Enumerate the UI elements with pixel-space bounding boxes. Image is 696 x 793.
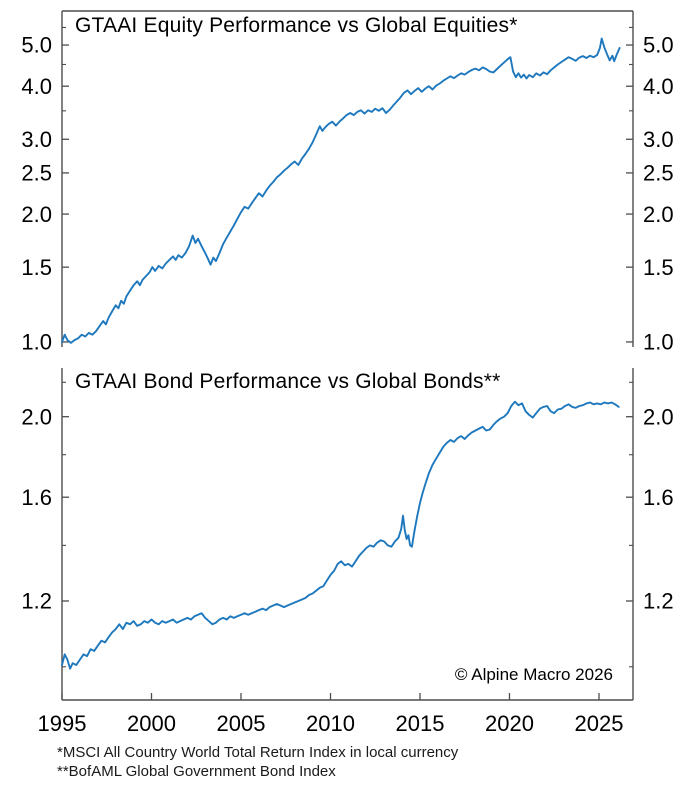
y-tick-label-right: 4.0	[643, 74, 674, 99]
y-tick-label-right: 1.5	[643, 255, 674, 280]
y-tick-label-right: 1.2	[643, 589, 674, 614]
y-tick-label-left: 5.0	[21, 33, 52, 58]
bond-y-ticks: 1.2 1.2 1.6 1.6 2.0 2.0	[21, 381, 674, 668]
x-tick-label: 2025	[575, 711, 624, 736]
equity-chart-title: GTAAI Equity Performance vs Global Equit…	[75, 14, 518, 37]
x-axis: 1995 2000 2005 2010 2015 2020 2025	[38, 693, 624, 736]
footnote-equity: *MSCI All Country World Total Return Ind…	[57, 744, 459, 761]
bond-chart: 1.2 1.2 1.6 1.6 2.0 2.0 1995 2000 2005 2010 2015 20…	[21, 368, 674, 736]
footnote-bond: **BofAML Global Government Bond Index	[57, 763, 336, 780]
y-tick-label-right: 2.0	[643, 404, 674, 429]
y-tick-label-right: 2.0	[643, 202, 674, 227]
y-tick-label-left: 2.0	[21, 404, 52, 429]
equity-y-ticks: 1.0 1.0 1.5 1.5 2.0 2.0 2.5 2.5 3.0 3.0 4.0 4.0 5.0 5…	[21, 26, 674, 355]
x-tick-label: 2020	[485, 711, 534, 736]
y-tick-label-right: 1.6	[643, 485, 674, 510]
y-tick-label-left: 1.5	[21, 255, 52, 280]
x-tick-label: 2010	[306, 711, 355, 736]
y-tick-label-left: 1.2	[21, 589, 52, 614]
equity-chart: 1.0 1.0 1.5 1.5 2.0 2.0 2.5 2.5 3.0 3.0 4.0 4.0 5.0 5…	[21, 10, 674, 355]
y-tick-label-right: 5.0	[643, 33, 674, 58]
y-tick-label-right: 2.5	[643, 161, 674, 186]
y-tick-label-left: 1.0	[21, 330, 52, 355]
x-tick-label: 1995	[38, 711, 87, 736]
y-tick-label-left: 1.6	[21, 485, 52, 510]
x-tick-label: 2015	[396, 711, 445, 736]
y-tick-label-left: 3.0	[21, 127, 52, 152]
y-tick-label-right: 3.0	[643, 127, 674, 152]
copyright-label: © Alpine Macro 2026	[454, 665, 613, 684]
bond-chart-title: GTAAI Bond Performance vs Global Bonds**	[75, 370, 501, 393]
bond-series-line	[61, 400, 620, 670]
y-tick-label-left: 2.0	[21, 202, 52, 227]
y-tick-label-left: 2.5	[21, 161, 52, 186]
equity-series-line	[61, 37, 621, 344]
y-tick-label-left: 4.0	[21, 74, 52, 99]
x-tick-label: 2005	[217, 711, 266, 736]
x-tick-label: 2000	[127, 711, 176, 736]
y-tick-label-right: 1.0	[643, 330, 674, 355]
